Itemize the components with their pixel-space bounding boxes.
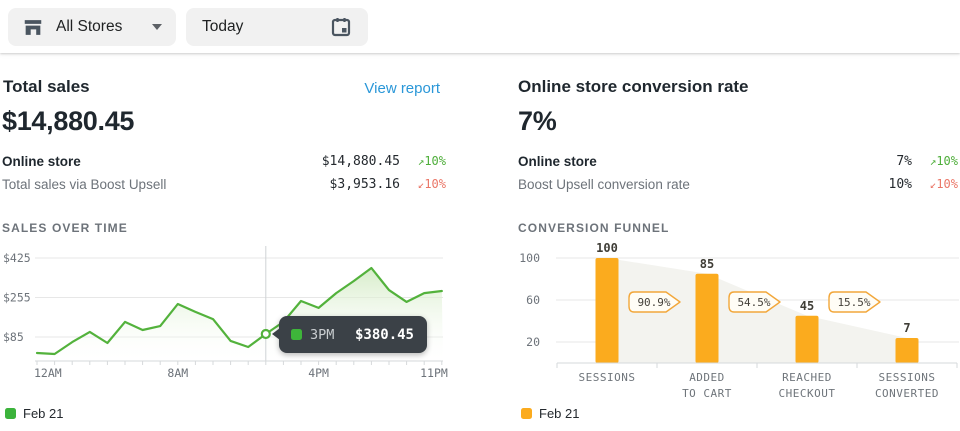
svg-text:REACHED: REACHED [782,371,832,384]
metric-row-online-store-rate: Online store 7% ↗10% [518,153,958,169]
trend-up-icon: ↗ [417,155,425,168]
top-bar: All Stores Today [0,0,960,53]
metric-change: ↗10% [417,154,446,168]
metric-value: $3,953.16 [329,176,400,192]
svg-text:SESSIONS: SESSIONS [879,371,936,384]
svg-text:12AM: 12AM [34,366,62,380]
svg-text:$425: $425 [3,251,31,265]
svg-text:CHECKOUT: CHECKOUT [779,387,836,400]
svg-text:11PM: 11PM [420,366,448,380]
svg-text:85: 85 [700,257,714,271]
svg-text:$255: $255 [3,290,31,304]
legend-swatch-orange [521,408,532,419]
tooltip-value: $380.45 [354,326,414,343]
date-selector-button[interactable]: Today [186,8,368,46]
store-selector-label: All Stores [56,18,123,35]
conversion-title: Online store conversion rate [518,77,749,96]
metric-row-boost-upsell: Total sales via Boost Upsell $3,953.16 ↙… [2,176,446,192]
svg-text:SESSIONS: SESSIONS [579,371,636,384]
total-sales-title: Total sales [3,77,90,96]
date-selector-label: Today [202,18,244,35]
metric-value: 7% [896,153,912,169]
metric-change: ↗10% [929,154,958,168]
svg-text:$85: $85 [3,330,24,344]
legend-label: Feb 21 [539,406,580,421]
conversion-value: 7% [518,106,557,136]
legend-label: Feb 21 [23,406,64,421]
svg-text:100: 100 [596,241,618,255]
svg-text:ADDED: ADDED [689,371,725,384]
svg-text:15.5%: 15.5% [837,296,870,309]
svg-text:7: 7 [903,321,910,335]
legend-funnel: Feb 21 [521,406,579,421]
chart-tooltip: 3PM $380.45 [272,316,427,353]
metric-value: $14,880.45 [321,153,400,169]
metric-change: ↙10% [929,177,958,191]
section-title-sales-over-time: SALES OVER TIME [2,221,128,235]
svg-text:4PM: 4PM [308,366,329,380]
tooltip-time: 3PM [310,326,335,343]
total-sales-metric-rows: Online store $14,880.45 ↗10% Total sales… [2,153,446,192]
conversion-metric-rows: Online store 7% ↗10% Boost Upsell conver… [518,153,958,192]
store-icon [22,17,44,38]
sales-over-time-chart[interactable]: $425 $255 $85 12AM 8AM 4PM 11PM [0,240,460,390]
metric-label: Total sales via Boost Upsell [2,176,167,192]
store-selector-button[interactable]: All Stores [8,8,176,46]
metric-row-online-store: Online store $14,880.45 ↗10% [2,153,446,169]
trend-down-icon: ↙ [929,178,937,191]
chevron-down-icon [152,24,162,30]
svg-text:20: 20 [526,335,540,349]
svg-text:60: 60 [526,293,540,307]
view-report-link[interactable]: View report [364,80,440,97]
svg-text:54.5%: 54.5% [737,296,770,309]
svg-text:8AM: 8AM [167,366,188,380]
calendar-icon [330,16,352,38]
svg-text:90.9%: 90.9% [637,296,670,309]
legend-swatch-green [5,408,16,419]
metric-label: Boost Upsell conversion rate [518,176,690,192]
legend-sales: Feb 21 [5,406,63,421]
trend-up-icon: ↗ [929,155,937,168]
svg-text:100: 100 [519,251,540,265]
section-title-conversion-funnel: CONVERSION FUNNEL [518,221,670,235]
svg-text:45: 45 [800,299,814,313]
metric-label: Online store [2,153,81,169]
metric-row-boost-upsell-rate: Boost Upsell conversion rate 10% ↙10% [518,176,958,192]
metric-value: 10% [888,176,912,192]
svg-text:CONVERTED: CONVERTED [875,387,939,400]
metric-label: Online store [518,153,597,169]
total-sales-value: $14,880.45 [2,106,135,136]
tooltip-color-swatch [291,329,302,340]
trend-down-icon: ↙ [417,178,425,191]
metric-change: ↙10% [417,177,446,191]
svg-text:TO CART: TO CART [682,387,732,400]
conversion-funnel-chart[interactable]: 100 60 20 100 85 45 7 90.9% 54.5% 15.5% SESSIONS AD… [500,240,960,405]
